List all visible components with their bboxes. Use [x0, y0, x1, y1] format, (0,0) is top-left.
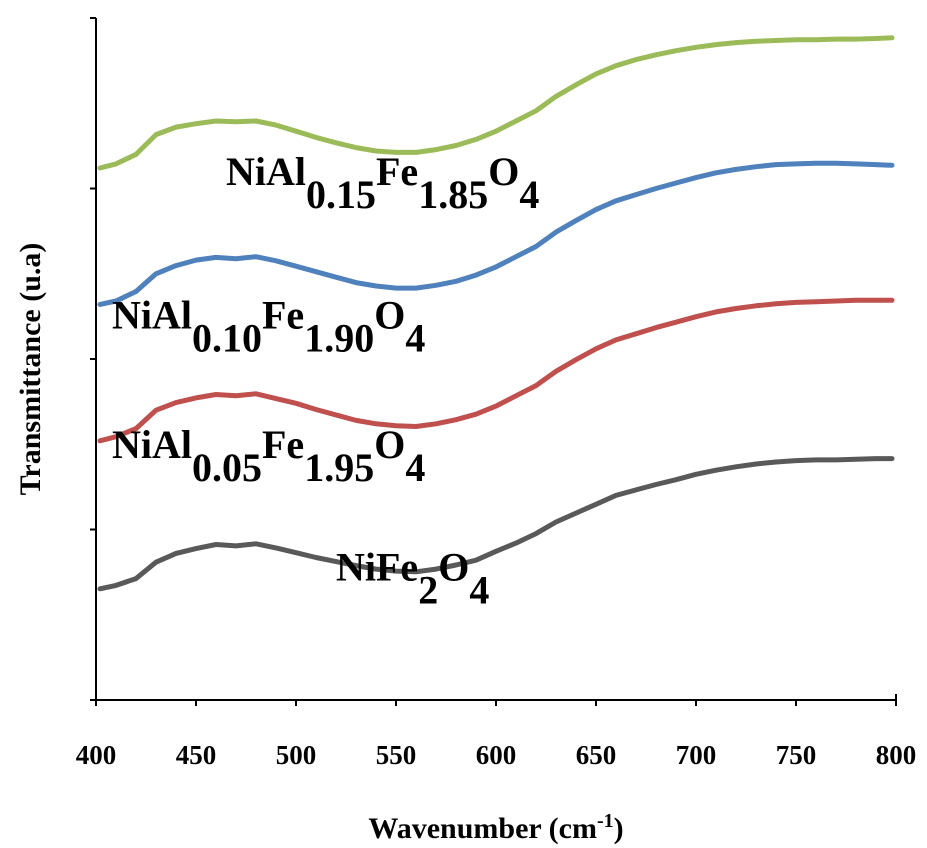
- x-tick-label-500: 500: [276, 740, 317, 770]
- series-line-1: [97, 297, 895, 444]
- x-tick-label-700: 700: [676, 740, 717, 770]
- series-line-3: [97, 35, 895, 171]
- y-axis-title: Transmittance (u.a): [14, 243, 47, 496]
- series-labels: NiFe2O4 NiAl0.05Fe1.95O4 NiAl0.10Fe1.90O4 N…: [112, 149, 539, 612]
- x-tick-label-750: 750: [776, 740, 817, 770]
- series-line-2: [97, 160, 895, 307]
- x-tick-label-550: 550: [376, 740, 417, 770]
- x-tick-label-800: 800: [876, 740, 917, 770]
- x-axis-ticks: 400 450 500 550 600 650 700 750 800: [76, 700, 917, 770]
- series-label-1: NiAl0.05Fe1.95O4: [112, 422, 425, 490]
- series-label-3: NiAl0.15Fe1.85O4: [226, 149, 539, 217]
- x-axis-title: Wavenumber (cm-1): [368, 810, 623, 845]
- series-lines: [97, 35, 895, 592]
- x-tick-label-450: 450: [176, 740, 217, 770]
- x-tick-label-600: 600: [476, 740, 517, 770]
- x-tick-label-650: 650: [576, 740, 617, 770]
- series-line-0: [97, 456, 895, 592]
- plot-area: 400 450 500 550 600 650 700 750 800 NiFe2O4 NiAl0…: [76, 17, 917, 770]
- series-label-2: NiAl0.10Fe1.90O4: [112, 292, 425, 360]
- x-tick-label-400: 400: [76, 740, 117, 770]
- series-label-0: NiFe2O4: [336, 545, 489, 613]
